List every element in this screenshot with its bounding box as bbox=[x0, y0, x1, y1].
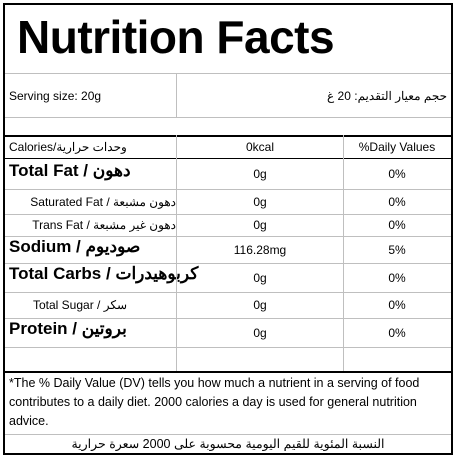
nutrient-amount-trans-fat: 0g bbox=[253, 218, 267, 232]
nutrient-dv-total-carbs: 0% bbox=[388, 271, 406, 285]
daily-values-header: %Daily Values bbox=[358, 140, 436, 154]
footnote: *The % Daily Value (DV) tells you how mu… bbox=[9, 376, 420, 428]
divider bbox=[5, 117, 451, 118]
nutrient-name-trans-fat: Trans Fat / دهون غير مشبعة bbox=[32, 218, 176, 232]
nutrient-name-total-sugar: Total Sugar / سكر bbox=[33, 298, 128, 312]
nutrition-facts-panel: Nutrition Facts Serving size: 20g حجم مع… bbox=[3, 3, 453, 455]
nutrient-name-protein: Protein / بروتين bbox=[9, 319, 127, 338]
divider bbox=[5, 73, 451, 74]
panel-title: Nutrition Facts bbox=[17, 11, 335, 63]
nutrient-amount-total-carbs: 0g bbox=[253, 271, 267, 285]
column-divider bbox=[176, 135, 177, 371]
divider bbox=[5, 158, 451, 159]
serving-size-label-ar: حجم معيار التقديم: 20 غ bbox=[327, 89, 447, 103]
nutrient-name-total-fat: Total Fat / دهون bbox=[9, 161, 131, 180]
divider bbox=[5, 347, 451, 348]
footnote-arabic: النسبة المئوية للقيم اليومية محسوبة على … bbox=[71, 437, 385, 451]
serving-size-label: Serving size: 20g bbox=[9, 89, 102, 103]
nutrient-dv-trans-fat: 0% bbox=[388, 218, 406, 232]
nutrient-amount-protein: 0g bbox=[253, 326, 267, 340]
divider bbox=[5, 189, 451, 190]
nutrient-dv-saturated-fat: 0% bbox=[388, 195, 406, 209]
divider bbox=[5, 371, 451, 373]
nutrient-amount-total-fat: 0g bbox=[253, 167, 267, 181]
nutrient-name-saturated-fat: Saturated Fat / دهون مشبعة bbox=[30, 195, 176, 209]
nutrient-dv-protein: 0% bbox=[388, 326, 406, 340]
divider bbox=[5, 292, 451, 293]
divider bbox=[5, 318, 451, 319]
divider bbox=[5, 236, 451, 237]
divider bbox=[176, 73, 177, 117]
divider bbox=[5, 214, 451, 215]
nutrient-dv-sodium: 5% bbox=[388, 243, 406, 257]
divider bbox=[5, 263, 451, 264]
nutrient-amount-saturated-fat: 0g bbox=[253, 195, 267, 209]
nutrient-dv-total-sugar: 0% bbox=[388, 298, 406, 312]
nutrient-name-sodium: Sodium / صوديوم bbox=[9, 237, 141, 256]
calories-value: 0kcal bbox=[245, 140, 274, 154]
divider bbox=[5, 135, 451, 137]
nutrient-amount-sodium: 116.28mg bbox=[233, 243, 287, 257]
divider bbox=[5, 434, 451, 435]
nutrient-dv-total-fat: 0% bbox=[388, 167, 406, 181]
nutrient-name-total-carbs: Total Carbs / كربوهيدرات bbox=[9, 264, 199, 283]
calories-label: Calories/وحدات حرارية bbox=[9, 140, 127, 154]
column-divider bbox=[343, 135, 344, 371]
nutrient-amount-total-sugar: 0g bbox=[253, 298, 267, 312]
